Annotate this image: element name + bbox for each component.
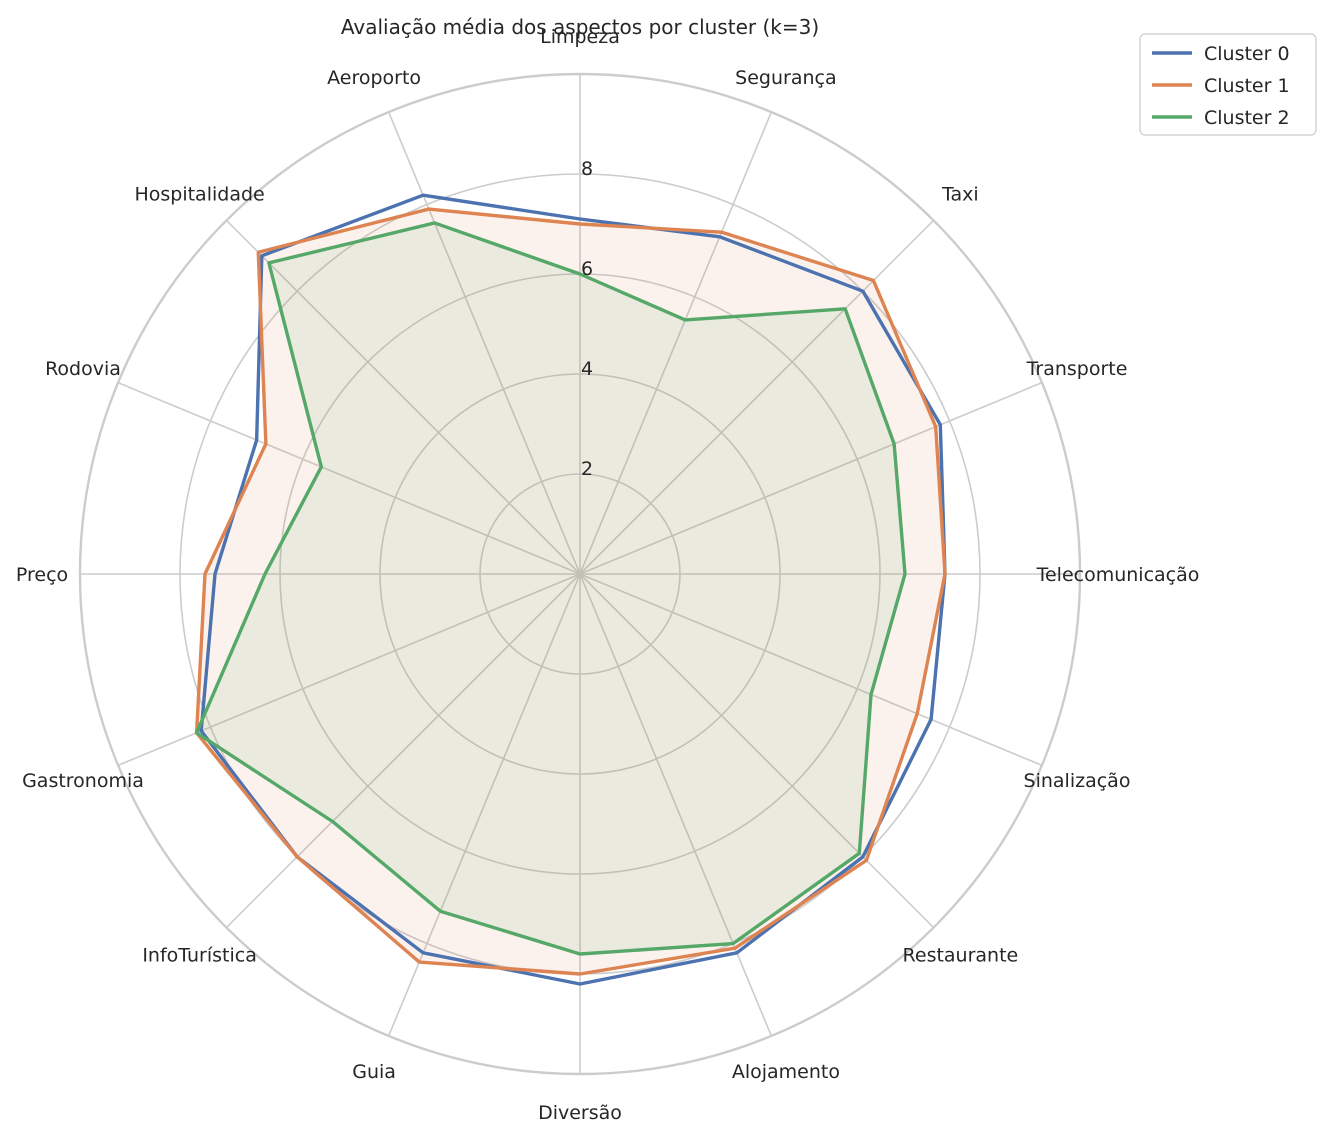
category-label: Telecomunicação: [1036, 564, 1200, 586]
category-label: Segurança: [735, 67, 836, 89]
series-fill-cluster-1: [196, 209, 946, 974]
grid-spoke: [225, 219, 581, 575]
radial-tick-label: 4: [581, 358, 593, 380]
category-label: Hospitalidade: [134, 184, 264, 206]
grid-spoke: [225, 573, 581, 929]
series-fill-cluster-2: [196, 222, 906, 954]
category-label: InfoTurística: [142, 944, 257, 966]
grid-spoke: [579, 111, 773, 575]
grid-spoke: [579, 573, 1043, 767]
radar-labels: 2 4 6 8 Limpeza Segurança Taxi Transporte Teleco…: [16, 26, 1200, 1124]
grid-spoke: [579, 381, 1043, 575]
series-line-cluster-1: [194, 207, 947, 976]
category-label: Transporte: [1026, 358, 1128, 380]
category-label: Alojamento: [732, 1061, 840, 1083]
series-line-cluster-2: [194, 221, 907, 956]
category-label: Restaurante: [903, 944, 1019, 966]
grid-spoke: [387, 111, 581, 575]
legend-label: Cluster 0: [1204, 43, 1290, 65]
radial-tick-label: 2: [581, 458, 593, 480]
category-label: Preço: [16, 564, 68, 586]
category-label: Aeroporto: [327, 67, 421, 89]
grid-spoke: [387, 573, 581, 1037]
legend-label: Cluster 1: [1204, 75, 1290, 97]
radar-series: [194, 193, 947, 986]
category-label: Diversão: [538, 1102, 622, 1124]
legend-box: [1139, 33, 1317, 136]
grid-spoke: [579, 573, 773, 1037]
category-label: Guia: [352, 1061, 396, 1083]
grid-spoke: [117, 381, 581, 575]
category-label: Rodovia: [45, 358, 121, 380]
chart-legend: Cluster 0 Cluster 1 Cluster 2: [1139, 33, 1317, 136]
category-label: Taxi: [941, 184, 979, 206]
grid-spoke: [579, 573, 935, 929]
radial-tick-label: 6: [581, 258, 593, 280]
chart-title: Avaliação média dos aspectos por cluster…: [341, 15, 819, 39]
category-label: Sinalização: [1024, 770, 1131, 792]
category-label: Limpeza: [540, 26, 620, 48]
category-label: Gastronomia: [22, 770, 144, 792]
radial-tick-label: 8: [581, 158, 593, 180]
legend-label: Cluster 2: [1204, 107, 1290, 129]
